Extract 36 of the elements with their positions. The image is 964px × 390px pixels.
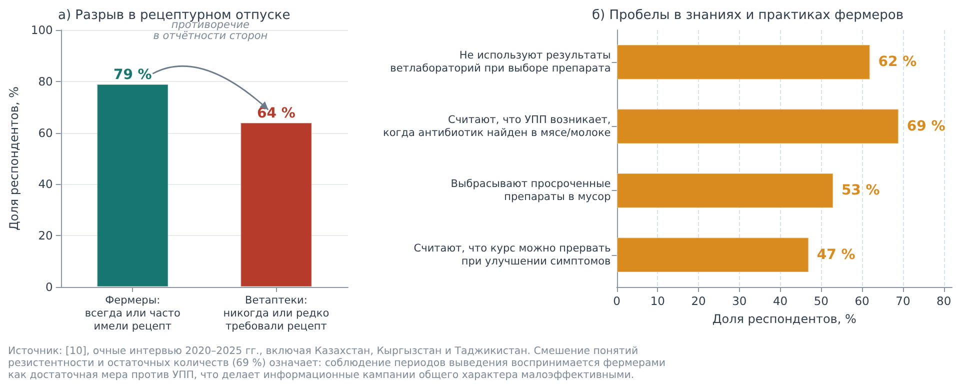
y-tick-label: Считают, что курс можно прервать при улучшении симптомов	[414, 242, 611, 268]
x-tick-label: Фермеры: всегда или часто имели рецепт	[84, 294, 180, 332]
y-tick-label: 20	[38, 228, 53, 243]
bar	[616, 172, 834, 208]
y-tick-label: Не используют результаты ветлабораторий при выборе препарата	[390, 50, 611, 75]
data-label: 53 %	[841, 182, 880, 199]
y-tick-label: 40	[38, 177, 53, 192]
y-tick-label: Считают, что УПП возникает, когда антибиотик найден в мясе/молоке	[382, 114, 611, 139]
data-label: 64 %	[257, 106, 296, 122]
text: Источник: [10], очные интервью 2020–2025 гг., включая Казахстан, Кыргызстан и Таджикистан. Смешение понятий резистентности и остаточных количеств (69 %) означает: соблюдение периодов выведения воспринимается фермерами как достаточная мера против УПП, что делает информационные кампании общего характера малоэффективными.	[8, 346, 666, 382]
data-label: 62 %	[878, 54, 917, 70]
bar	[616, 108, 899, 144]
x-tick-label: 40	[772, 294, 788, 308]
x-tick-label: 70	[896, 294, 910, 308]
x-tick-label: Ветаптеки: никогда или редко требовали рецепт	[223, 294, 330, 332]
x-tick-label: 60	[854, 294, 870, 308]
bar	[616, 44, 870, 80]
bar	[616, 237, 809, 273]
x-axis-title: Доля респондентов, %	[712, 312, 856, 326]
x-tick-label: 80	[936, 294, 952, 308]
data-label: 79 %	[113, 66, 152, 83]
y-tick-label: 100	[30, 23, 53, 37]
x-tick-label: 30	[732, 294, 747, 308]
chart-title: а) Разрыв в рецептурном отпуске	[58, 8, 290, 23]
x-tick-label: 20	[691, 294, 706, 308]
y-axis-title: Доля респондентов, %	[7, 86, 21, 231]
y-tick-label: 0	[46, 280, 53, 294]
x-tick-label: 50	[814, 294, 828, 308]
y-tick-label: Выбрасывают просроченные препараты в мусор	[450, 178, 612, 204]
data-label: 69 %	[906, 118, 946, 134]
y-tick-label: 80	[38, 74, 53, 88]
y-tick-label: 60	[38, 126, 53, 140]
x-tick-label: 10	[650, 294, 665, 308]
chart-title: б) Пробелы в знаниях и практиках фермеров	[592, 8, 904, 23]
data-label: 47 %	[816, 246, 856, 263]
x-tick-label: 0	[613, 294, 620, 308]
